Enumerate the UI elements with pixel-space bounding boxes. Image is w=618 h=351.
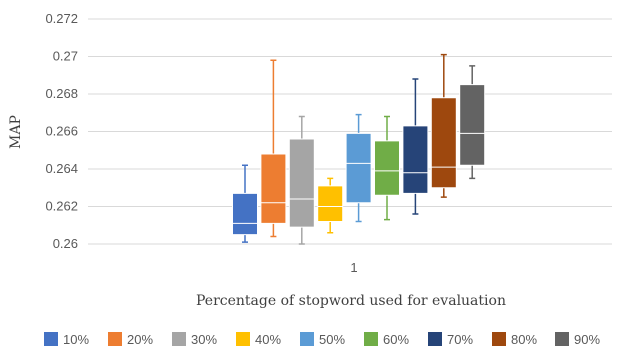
legend-swatch: [172, 332, 186, 346]
box-body: [317, 185, 344, 222]
legend-item-90%: 90%: [555, 332, 600, 347]
box-30%: [288, 115, 315, 245]
legend-label: 70%: [447, 332, 473, 347]
legend-label: 20%: [127, 332, 153, 347]
legend-label: 60%: [383, 332, 409, 347]
legend-item-30%: 30%: [172, 332, 217, 347]
legend-item-10%: 10%: [44, 332, 89, 347]
y-tick-label-6: 0.272: [45, 11, 78, 26]
legend-swatch: [44, 332, 58, 346]
legend-swatch: [108, 332, 122, 346]
legend-swatch: [236, 332, 250, 346]
box-20%: [260, 59, 287, 238]
legend-item-60%: 60%: [364, 332, 409, 347]
box-40%: [317, 177, 344, 234]
y-tick-label-1: 0.262: [45, 199, 78, 214]
legend-label: 40%: [255, 332, 281, 347]
box-10%: [232, 164, 258, 243]
box-90%: [459, 65, 486, 180]
y-axis-title: MAP: [8, 115, 24, 149]
box-body: [402, 125, 429, 194]
legend-item-80%: 80%: [492, 332, 537, 347]
y-axis-ticks: 0.26 0.262 0.264 0.266 0.268 0.27 0.272: [45, 11, 78, 251]
legend-item-50%: 50%: [300, 332, 345, 347]
legend-swatch: [428, 332, 442, 346]
legend-item-70%: 70%: [428, 332, 473, 347]
box-body: [430, 97, 457, 189]
y-tick-label-2: 0.264: [45, 161, 78, 176]
box-60%: [374, 115, 400, 221]
legend-label: 10%: [63, 332, 89, 347]
x-category-label: 1: [350, 260, 357, 275]
y-tick-label-0: 0.26: [53, 236, 78, 251]
legend-item-20%: 20%: [108, 332, 153, 347]
y-tick-label-4: 0.268: [45, 86, 78, 101]
legend-label: 90%: [574, 332, 600, 347]
legend-item-40%: 40%: [236, 332, 281, 347]
box-50%: [345, 113, 372, 223]
legend-label: 50%: [319, 332, 345, 347]
box-body: [459, 84, 486, 166]
y-tick-label-3: 0.266: [45, 124, 78, 139]
legend-swatch: [492, 332, 506, 346]
box-body: [374, 140, 400, 196]
box-body: [260, 153, 287, 224]
y-tick-label-5: 0.27: [53, 49, 78, 64]
box-70%: [402, 78, 429, 215]
box-body: [232, 192, 258, 236]
legend: 10% 20% 30% 40% 50% 60% 70% 80% 90%: [44, 332, 600, 347]
box-series: [232, 53, 486, 245]
legend-swatch: [555, 332, 569, 346]
x-axis-title: Percentage of stopword used for evaluati…: [196, 293, 506, 309]
legend-swatch: [300, 332, 314, 346]
legend-label: 30%: [191, 332, 217, 347]
box-body: [345, 132, 372, 204]
box-80%: [430, 53, 457, 198]
gridlines: [88, 18, 612, 245]
box-body: [288, 138, 315, 228]
legend-swatch: [364, 332, 378, 346]
legend-label: 80%: [511, 332, 537, 347]
